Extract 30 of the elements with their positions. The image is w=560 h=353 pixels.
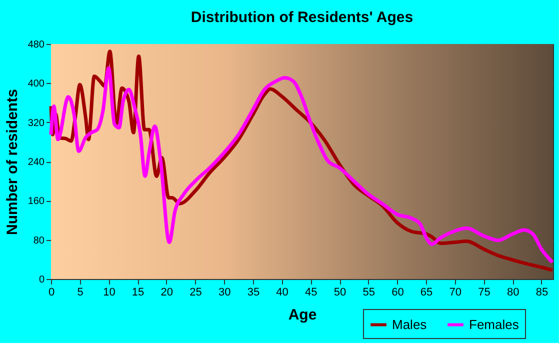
y-tick-label: 240 xyxy=(28,157,45,168)
x-tick-label: 40 xyxy=(276,286,288,298)
x-tick-label: 75 xyxy=(478,286,490,298)
x-tick-label: 20 xyxy=(160,286,174,298)
x-tick-label: 45 xyxy=(305,286,318,298)
x-tick-label: 15 xyxy=(132,286,144,298)
x-axis-title: Age xyxy=(288,306,317,324)
x-tick-label: 30 xyxy=(218,286,231,298)
x-tick-label: 5 xyxy=(77,286,84,298)
x-tick-label: 70 xyxy=(449,286,462,298)
y-tick-label: 320 xyxy=(28,118,45,129)
x-tick-label: 60 xyxy=(392,286,404,298)
x-tick-label: 10 xyxy=(103,286,116,298)
chart-title: Distribution of Residents' Ages xyxy=(190,9,414,26)
x-tick-label: 25 xyxy=(190,286,202,298)
y-tick-label: 400 xyxy=(28,78,45,90)
x-tick-label: 55 xyxy=(362,286,375,298)
y-tick-label: 0 xyxy=(38,274,45,286)
x-tick-label: 80 xyxy=(506,286,520,298)
x-tick-label: 0 xyxy=(48,286,55,298)
legend-label: Males xyxy=(392,316,428,332)
y-tick-label: 80 xyxy=(33,235,45,246)
x-tick-label: 50 xyxy=(334,286,346,298)
y-tick-label: 160 xyxy=(28,196,45,208)
y-axis-title: Number of residents xyxy=(4,89,21,235)
x-tick-label: 85 xyxy=(536,286,548,298)
x-tick-label: 65 xyxy=(420,286,433,298)
x-tick-label: 35 xyxy=(247,286,260,298)
y-tick-label: 480 xyxy=(28,40,45,50)
legend-label: Females xyxy=(469,316,520,332)
